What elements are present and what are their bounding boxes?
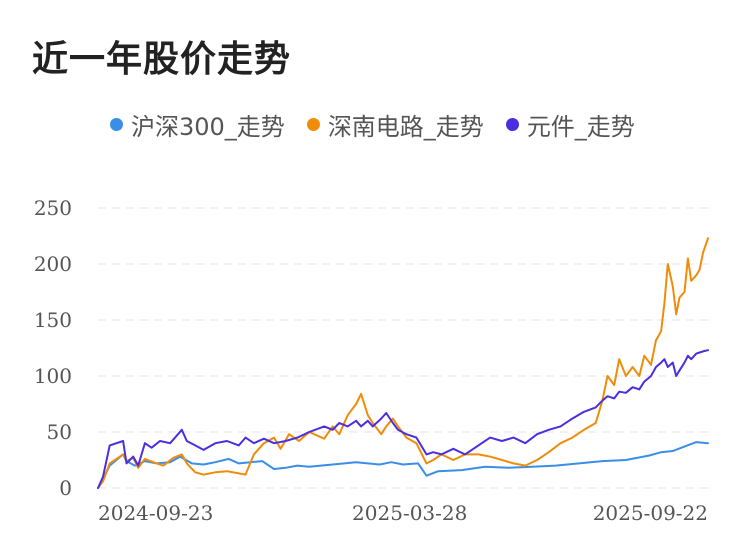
y-tick-label: 100 — [34, 364, 72, 388]
chart-title: 近一年股价走势 — [32, 39, 292, 80]
legend-dot-shennan — [306, 117, 320, 131]
legend-item-hs300[interactable]: 沪深300_走势 — [110, 107, 285, 142]
series-line-2 — [97, 349, 709, 489]
x-tick-label: 2025-03-28 — [352, 501, 467, 525]
grid-lines — [98, 207, 708, 489]
y-tick-label: 150 — [34, 308, 72, 332]
x-tick-label: 2025-09-22 — [593, 501, 708, 525]
x-axis: 2024-09-23 2025-03-28 2025-09-22 — [98, 501, 708, 525]
y-tick-label: 50 — [47, 420, 72, 444]
series-lines — [97, 237, 709, 489]
y-tick-label: 200 — [34, 252, 72, 276]
chart-legend: 沪深300_走势 深南电路_走势 元件_走势 — [110, 106, 657, 142]
y-axis: 0 50 100 150 200 250 — [34, 196, 72, 500]
series-line-1 — [97, 237, 709, 489]
legend-item-component[interactable]: 元件_走势 — [505, 107, 635, 142]
y-tick-label: 250 — [34, 196, 72, 220]
legend-label-shennan: 深南电路_走势 — [327, 112, 484, 141]
x-tick-label: 2024-09-23 — [98, 501, 213, 525]
legend-item-shennan[interactable]: 深南电路_走势 — [306, 107, 484, 142]
legend-label-component: 元件_走势 — [526, 112, 635, 141]
legend-dot-hs300 — [110, 117, 123, 131]
legend-label-hs300: 沪深300_走势 — [131, 112, 285, 141]
legend-dot-component — [505, 117, 519, 131]
y-tick-label: 0 — [59, 476, 72, 500]
